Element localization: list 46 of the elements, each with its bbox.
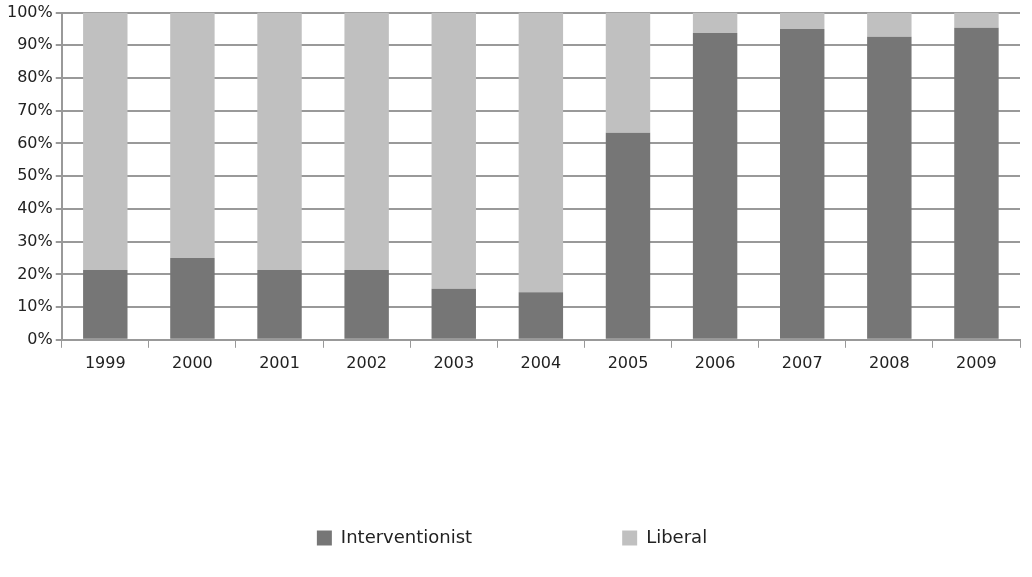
bar — [605, 132, 651, 339]
legend-label: Liberal — [646, 525, 708, 547]
bar — [954, 12, 999, 28]
bar — [518, 292, 564, 339]
x-tick-label: 2007 — [781, 352, 823, 372]
y-tick-label: 20% — [17, 263, 53, 283]
y-tick-label: 70% — [17, 99, 53, 119]
bar — [780, 12, 825, 29]
y-tick-label: 60% — [17, 132, 53, 152]
x-tick-label: 2000 — [172, 352, 213, 372]
x-tick-label: 2003 — [433, 352, 475, 372]
bar — [257, 12, 302, 271]
bar — [692, 32, 738, 339]
bar — [344, 12, 389, 271]
bar — [431, 288, 476, 339]
y-tick-label: 0% — [27, 328, 53, 348]
x-tick-label: 2005 — [607, 352, 649, 372]
x-tick-label: 2002 — [346, 352, 387, 372]
bar — [867, 12, 912, 37]
bar — [605, 12, 651, 133]
y-tick-label: 80% — [17, 67, 53, 87]
y-tick-label: 10% — [17, 296, 53, 316]
bar — [431, 12, 476, 289]
bar — [170, 258, 215, 339]
bar — [867, 36, 912, 339]
x-tick-label: 2001 — [259, 352, 300, 372]
x-tick-label: 2006 — [694, 352, 736, 372]
x-tick-label: 1999 — [84, 352, 126, 372]
y-tick-label: 40% — [17, 198, 53, 218]
y-tick-label: 30% — [17, 230, 53, 250]
bar — [692, 12, 738, 33]
bar — [518, 12, 564, 293]
bar — [344, 270, 389, 339]
bar — [954, 27, 999, 339]
x-tick-label: 2008 — [868, 352, 910, 372]
y-tick-label: 50% — [17, 165, 53, 185]
bar — [170, 12, 215, 258]
legend-label: Interventionist — [340, 525, 473, 547]
bar — [83, 12, 128, 271]
bar — [83, 270, 128, 339]
bar — [257, 270, 302, 339]
y-tick-label: 90% — [17, 34, 53, 54]
x-tick-label: 2009 — [956, 352, 997, 372]
x-tick-label: 2004 — [520, 352, 562, 372]
bar — [780, 28, 825, 339]
y-tick-label: 100% — [6, 1, 53, 21]
